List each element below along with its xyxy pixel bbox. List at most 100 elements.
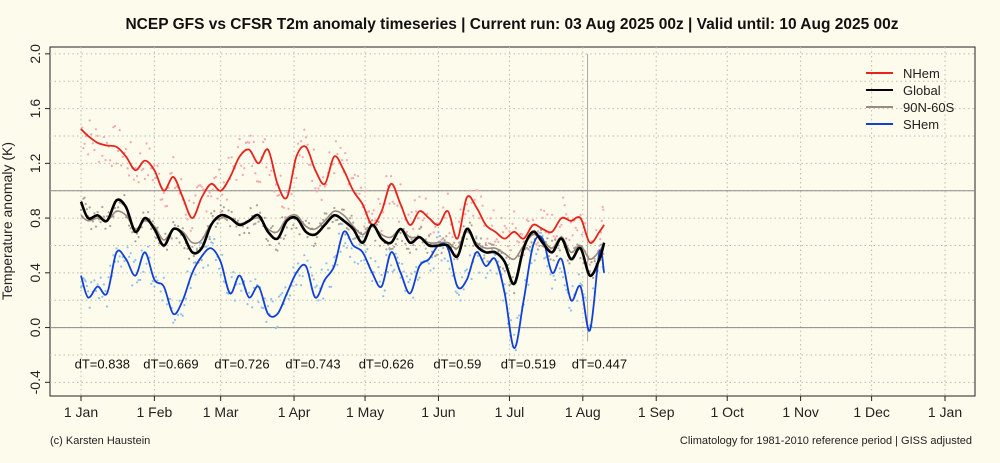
- daily-point: [429, 269, 432, 272]
- daily-point: [128, 174, 131, 177]
- daily-point: [177, 313, 180, 317]
- daily-point: [172, 156, 175, 159]
- daily-point: [132, 260, 135, 263]
- daily-point: [358, 192, 361, 195]
- daily-point: [173, 318, 176, 321]
- daily-point: [249, 134, 252, 137]
- daily-point: [440, 251, 443, 255]
- daily-point: [557, 247, 560, 250]
- daily-point: [497, 260, 500, 263]
- daily-point: [554, 238, 557, 241]
- daily-point: [140, 249, 143, 252]
- daily-point: [481, 204, 484, 207]
- daily-point: [396, 204, 399, 207]
- daily-point: [164, 232, 167, 235]
- daily-point: [328, 151, 331, 154]
- daily-point: [254, 172, 257, 175]
- dt-annotation: dT=0.59: [433, 357, 481, 372]
- daily-point: [214, 225, 217, 228]
- daily-point: [341, 223, 344, 226]
- daily-point: [325, 212, 328, 215]
- daily-point: [192, 261, 195, 264]
- dt-annotation: dT=0.669: [143, 357, 198, 372]
- daily-point: [230, 276, 233, 279]
- daily-point: [397, 261, 401, 265]
- daily-point: [314, 187, 317, 190]
- daily-point: [388, 202, 391, 205]
- daily-point: [175, 185, 178, 188]
- daily-point: [243, 167, 246, 170]
- daily-point: [374, 260, 377, 263]
- daily-point: [345, 227, 348, 230]
- daily-point: [137, 235, 140, 239]
- daily-point: [330, 285, 333, 288]
- daily-point: [483, 224, 486, 227]
- daily-point: [88, 306, 91, 309]
- daily-point: [134, 167, 137, 170]
- daily-point: [569, 221, 573, 224]
- daily-point: [579, 213, 582, 217]
- daily-point: [82, 147, 85, 150]
- daily-point: [580, 233, 584, 236]
- daily-point: [412, 227, 415, 230]
- daily-point: [393, 245, 396, 248]
- daily-point: [301, 275, 304, 278]
- daily-point: [208, 235, 211, 238]
- daily-point: [404, 289, 407, 292]
- daily-point: [568, 238, 571, 242]
- daily-point: [147, 245, 150, 248]
- dt-annotation: dT=0.838: [75, 357, 130, 372]
- daily-point: [131, 284, 134, 287]
- dt-annotation: dT=0.726: [214, 357, 269, 372]
- daily-point: [333, 172, 336, 175]
- x-tick-label: 1 Jan: [928, 404, 962, 420]
- daily-point: [165, 204, 169, 208]
- dt-annotations: dT=0.838 dT=0.669 dT=0.726 dT=0.743 dT=0.626…: [75, 357, 627, 372]
- daily-point: [549, 258, 552, 261]
- daily-point: [438, 234, 442, 238]
- daily-point: [503, 283, 506, 286]
- daily-point: [153, 285, 156, 288]
- daily-point: [312, 244, 315, 248]
- daily-point: [363, 243, 366, 246]
- x-tick-label: 1 Dec: [853, 404, 890, 420]
- dt-annotation: dT=0.519: [501, 357, 556, 372]
- series-line-nhem: [80, 128, 605, 244]
- daily-point: [225, 198, 229, 201]
- daily-point: [600, 219, 603, 222]
- daily-point: [274, 183, 277, 186]
- daily-point: [262, 307, 265, 310]
- daily-point: [285, 226, 288, 229]
- daily-point: [134, 240, 137, 243]
- daily-point: [408, 278, 412, 281]
- daily-point: [505, 292, 508, 295]
- legend-label: 90N-60S: [903, 100, 955, 115]
- daily-point: [568, 306, 571, 309]
- daily-point: [369, 257, 372, 260]
- daily-point: [277, 242, 281, 245]
- daily-point: [277, 295, 281, 298]
- daily-point: [434, 225, 437, 228]
- daily-point: [440, 238, 443, 241]
- daily-point: [238, 138, 241, 141]
- daily-point: [366, 248, 369, 251]
- daily-point: [265, 320, 268, 323]
- daily-point: [205, 210, 208, 213]
- daily-point: [139, 278, 142, 281]
- daily-point: [322, 218, 325, 221]
- daily-point: [407, 281, 410, 284]
- daily-point: [213, 238, 216, 241]
- daily-point: [546, 265, 549, 268]
- daily-point: [254, 222, 257, 225]
- y-axis-ticks: -0.4 0.0 0.4 0.8 1.2 1.6 2.0: [27, 44, 50, 394]
- daily-point: [173, 187, 176, 190]
- daily-point: [549, 273, 552, 276]
- daily-point: [442, 246, 445, 250]
- daily-point: [560, 270, 563, 274]
- footer-climatology: Climatology for 1981-2010 reference peri…: [680, 435, 972, 447]
- daily-point: [509, 319, 513, 322]
- daily-point: [306, 259, 309, 262]
- daily-point: [263, 297, 266, 300]
- daily-point: [347, 228, 350, 231]
- daily-point: [478, 217, 481, 220]
